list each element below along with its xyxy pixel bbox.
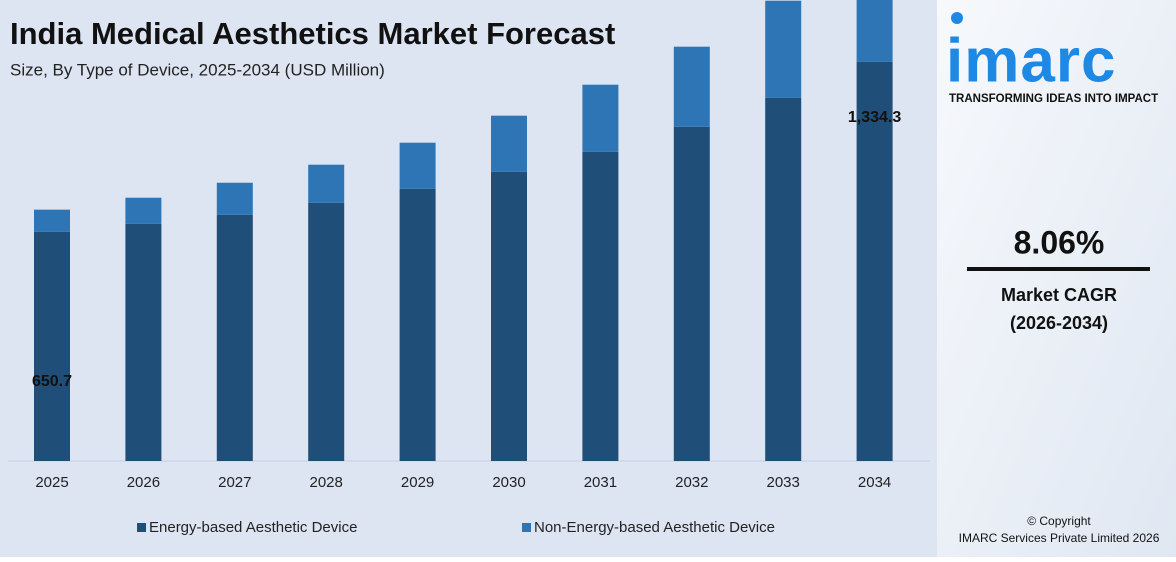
bar-segment [856,0,893,62]
x-tick-label: 2025 [35,474,68,491]
total-label: 1,334.3 [848,109,901,126]
legend-label: Non-Energy-based Aesthetic Device [534,519,775,536]
copyright: © Copyright [1027,514,1091,528]
bar-segment [856,61,893,462]
bar-segment [216,182,253,215]
x-tick-label: 2032 [675,474,708,491]
bar-segment [582,151,619,461]
x-tick-label: 2033 [767,474,800,491]
logo-dot [951,12,963,24]
chart-title: India Medical Aesthetics Market Forecast [10,16,615,51]
bar-segment [765,97,802,461]
total-label: 650.7 [32,373,72,390]
bar-segment [399,142,436,189]
bar-segment [125,197,162,224]
bar-segment [491,115,527,172]
tagline: TRANSFORMING IDEAS INTO IMPACT [949,93,1158,105]
x-tick-label: 2030 [492,474,525,491]
bar-segment [216,214,253,461]
x-tick-label: 2028 [310,474,343,491]
logo: imarc [946,26,1116,95]
bar-segment [399,188,436,461]
bar-segment [125,223,162,461]
x-tick-label: 2029 [401,474,434,491]
bar-segment [673,46,710,127]
x-tick-label: 2026 [127,474,160,491]
cagr-value: 8.06% [1014,224,1105,260]
legend-swatch [522,523,531,532]
bar-segment [34,231,70,461]
cagr-rule [967,267,1150,271]
x-tick-label: 2027 [218,474,251,491]
x-tick-label: 2034 [858,474,891,491]
company: IMARC Services Private Limited 2026 [959,531,1160,545]
x-tick-label: 2031 [584,474,617,491]
cagr-label: Market CAGR [1001,285,1117,305]
bar-segment [308,164,345,203]
bar-segment [582,84,619,152]
legend-swatch [137,523,146,532]
sidebar-background [937,0,1176,557]
cagr-period: (2026-2034) [1010,313,1108,333]
bar-segment [765,0,802,98]
bar-segment [673,126,710,462]
legend-label: Energy-based Aesthetic Device [149,519,357,536]
bar-segment [308,202,345,461]
bar-segment [34,209,70,232]
chart-subtitle: Size, By Type of Device, 2025-2034 (USD … [10,60,385,79]
bar-segment [491,171,527,461]
